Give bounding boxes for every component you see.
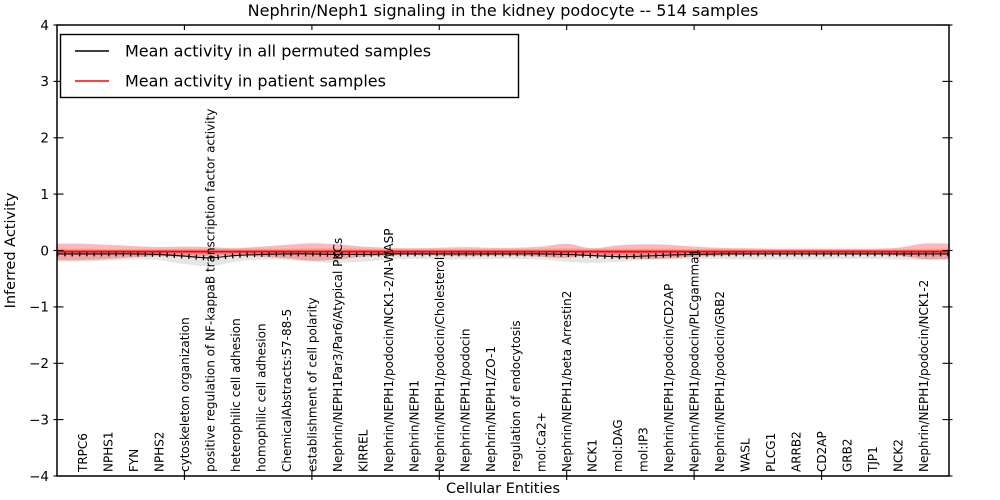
x-category-label: FYN — [127, 449, 141, 472]
x-category-label: establishment of cell polarity — [305, 297, 319, 472]
x-axis-label: Cellular Entities — [446, 481, 560, 497]
x-category-label: Nephrin/NEPH1/podocin — [458, 329, 472, 472]
y-tick-label: 1 — [40, 187, 49, 203]
x-category-label: homophilic cell adhesion — [254, 323, 268, 472]
y-tick-label: 2 — [40, 131, 49, 147]
y-tick-label: −2 — [29, 356, 49, 372]
x-category-label: TJP1 — [866, 446, 880, 473]
x-category-label: Nephrin/NEPH1/podocin/PLCgamma1 — [688, 249, 702, 472]
y-tick-label: −3 — [29, 412, 49, 428]
x-category-label: KIRREL — [356, 429, 370, 472]
x-category-label: CD2AP — [815, 431, 829, 472]
y-tick-label: 3 — [40, 74, 49, 90]
y-tick-labels: −4 −3 −2 −1 0 1 2 3 4 — [29, 18, 49, 485]
x-category-label: regulation of endocytosis — [509, 320, 523, 472]
x-category-label: WASL — [739, 438, 753, 472]
x-category-label: Nephrin/NEPH1/beta Arrestin2 — [560, 291, 574, 472]
y-tick-label: −1 — [29, 300, 49, 316]
y-axis-label: Inferred Activity — [3, 192, 19, 308]
y-tick-label: 4 — [40, 18, 49, 34]
legend-box — [59, 33, 520, 99]
x-category-label: NCK1 — [586, 439, 600, 472]
x-category-label: Nephrin/NEPH1/podocin/Cholesterol — [433, 257, 447, 472]
x-category-label: Nephrin/NEPH1/podocin/NCK1-2/N-WASP — [382, 229, 396, 472]
x-category-label: GRB2 — [841, 438, 855, 472]
x-category-label: ARRB2 — [790, 431, 804, 472]
x-category-label: NPHS1 — [102, 432, 116, 473]
permuted-samples-range-band — [57, 248, 949, 267]
x-category-label: Nephrin/NEPH1/ZO-1 — [484, 346, 498, 472]
legend-label-permuted: Mean activity in all permuted samples — [125, 42, 431, 61]
x-category-label: Nephrin/NEPH1/podocin/GRB2 — [713, 291, 727, 472]
mean-lines — [57, 250, 949, 261]
legend-label-patient: Mean activity in patient samples — [125, 72, 386, 91]
x-category-label: ChemicalAbstracts:57-88-5 — [280, 309, 294, 472]
x-category-label: NPHS2 — [152, 432, 166, 473]
x-category-label: heterophilic cell adhesion — [229, 318, 243, 472]
permuted-mean-line — [57, 253, 949, 259]
y-tick-label: 0 — [40, 243, 49, 259]
x-category-label: mol:Ca2+ — [535, 412, 549, 472]
x-category-label: Nephrin/NEPH1Par3/Par6/Atypical PKCs — [331, 238, 345, 472]
y-tick-label: −4 — [29, 469, 49, 485]
plot-border — [56, 24, 950, 477]
x-category-label: mol:DAG — [611, 419, 625, 472]
x-category-label: TRPC6 — [76, 433, 90, 473]
x-category-label: Nephrin/NEPH1 — [407, 380, 421, 472]
legend: Mean activity in all permuted samples Me… — [59, 33, 520, 99]
x-category-label: cytoskeleton organization — [178, 317, 192, 472]
x-category-label: PLCG1 — [764, 433, 778, 472]
x-category-label: NCK2 — [892, 439, 906, 472]
x-category-label: Nephrin/NEPH1/podocin/CD2AP — [662, 284, 676, 472]
chart-title: Nephrin/Neph1 signaling in the kidney po… — [248, 1, 759, 20]
x-category-labels: TRPC6 NPHS1 FYN NPHS2 cytoskeleton organizat… — [76, 109, 931, 473]
x-category-label: Nephrin/NEPH1/podocin/NCK1-2 — [917, 280, 931, 472]
x-category-label: mol:IP3 — [637, 427, 651, 472]
x-category-label: positive regulation of NF-kappaB transcr… — [203, 109, 217, 472]
